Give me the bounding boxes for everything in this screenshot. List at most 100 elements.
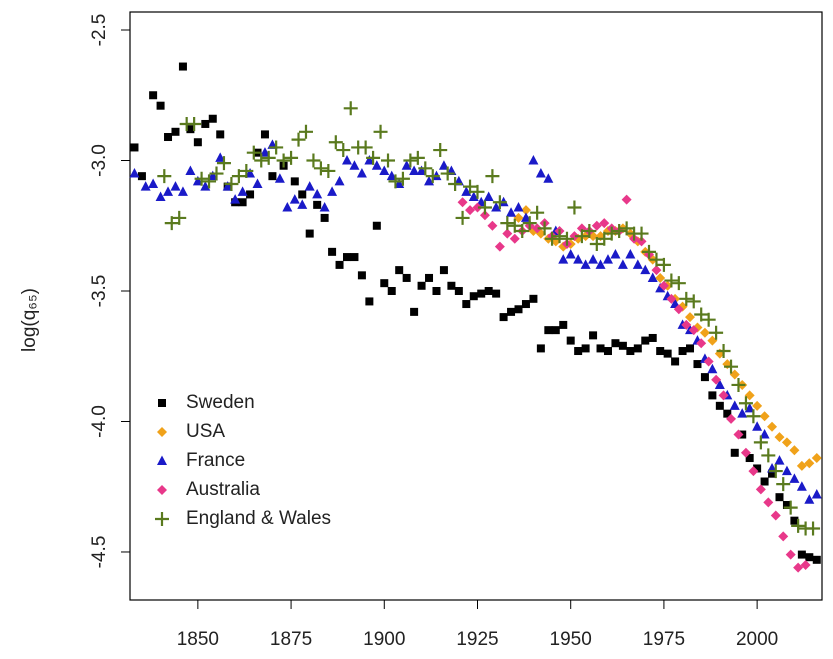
data-point xyxy=(565,248,576,259)
data-point xyxy=(781,437,792,448)
data-point xyxy=(276,153,291,168)
data-point xyxy=(462,300,471,309)
data-point xyxy=(465,205,476,216)
data-point xyxy=(472,202,483,213)
data-point xyxy=(402,273,411,282)
data-point xyxy=(699,327,710,338)
data-point xyxy=(209,166,224,181)
legend-label: France xyxy=(186,450,245,471)
data-point xyxy=(633,344,642,353)
data-point xyxy=(172,210,187,225)
data-point xyxy=(320,213,329,222)
data-point xyxy=(507,307,516,316)
data-point xyxy=(566,336,575,345)
legend-marker xyxy=(157,485,167,495)
data-point xyxy=(297,199,308,209)
data-point xyxy=(776,477,791,492)
data-point xyxy=(477,289,486,298)
data-point xyxy=(664,273,679,288)
data-point xyxy=(729,369,740,380)
data-point xyxy=(341,155,352,165)
data-point xyxy=(148,178,159,188)
data-point xyxy=(641,336,650,345)
data-point xyxy=(714,379,725,389)
data-point xyxy=(543,173,554,183)
data-point xyxy=(342,253,351,262)
data-point xyxy=(298,190,307,199)
data-point xyxy=(574,347,583,356)
data-point xyxy=(522,216,537,231)
data-point xyxy=(185,165,196,175)
data-point xyxy=(520,205,531,216)
data-point xyxy=(588,254,599,264)
data-point xyxy=(595,259,606,269)
data-point xyxy=(417,281,426,290)
data-point xyxy=(532,223,543,234)
data-point xyxy=(259,147,270,157)
data-point xyxy=(617,259,628,269)
data-point xyxy=(155,191,166,202)
data-point xyxy=(759,429,770,439)
data-point xyxy=(424,175,435,186)
data-point xyxy=(268,172,277,181)
data-point xyxy=(701,312,716,327)
data-point xyxy=(500,216,515,231)
data-point xyxy=(215,152,226,162)
data-point xyxy=(372,221,381,230)
data-point xyxy=(261,150,276,165)
data-point xyxy=(350,253,359,262)
data-point xyxy=(797,550,806,559)
legend-label: England & Wales xyxy=(186,508,331,529)
data-point xyxy=(305,229,314,238)
data-point xyxy=(388,174,403,189)
data-point xyxy=(290,177,299,186)
data-point xyxy=(651,265,662,276)
data-point xyxy=(492,195,507,210)
data-point xyxy=(671,357,680,366)
data-point xyxy=(621,194,632,205)
data-point xyxy=(208,114,217,123)
data-point xyxy=(394,178,405,188)
legend-marker xyxy=(158,399,166,407)
data-point xyxy=(491,201,502,212)
data-point xyxy=(461,186,472,196)
data-point xyxy=(336,143,351,158)
data-point xyxy=(778,531,789,542)
data-point xyxy=(694,307,709,322)
data-point xyxy=(356,168,367,178)
x-tick-label: 1925 xyxy=(456,629,498,650)
data-point xyxy=(642,244,656,259)
data-point xyxy=(715,401,724,410)
data-point xyxy=(663,349,672,358)
data-point xyxy=(282,201,293,212)
data-point xyxy=(693,360,702,369)
data-point xyxy=(252,178,263,188)
data-point xyxy=(448,176,463,191)
data-point xyxy=(506,207,517,217)
y-axis-label: log(q₆₅) xyxy=(19,288,40,352)
data-point xyxy=(440,166,455,181)
data-point xyxy=(306,153,321,168)
x-tick-label: 1900 xyxy=(363,629,405,650)
data-point xyxy=(494,241,505,252)
data-point xyxy=(358,140,373,155)
data-point xyxy=(463,179,478,194)
data-point xyxy=(260,130,269,139)
data-point xyxy=(395,266,404,275)
data-point xyxy=(454,286,463,295)
data-point xyxy=(655,272,666,283)
data-point xyxy=(409,165,420,175)
data-point xyxy=(602,254,613,264)
data-point xyxy=(730,448,739,457)
data-point xyxy=(770,510,781,521)
data-point xyxy=(708,391,717,400)
data-point xyxy=(371,160,382,170)
data-point xyxy=(746,409,761,424)
data-point xyxy=(193,138,202,147)
data-point xyxy=(365,297,374,306)
data-point xyxy=(768,469,777,478)
data-point xyxy=(410,307,419,316)
data-point xyxy=(737,408,748,418)
data-point xyxy=(791,518,806,533)
data-point xyxy=(438,160,449,170)
